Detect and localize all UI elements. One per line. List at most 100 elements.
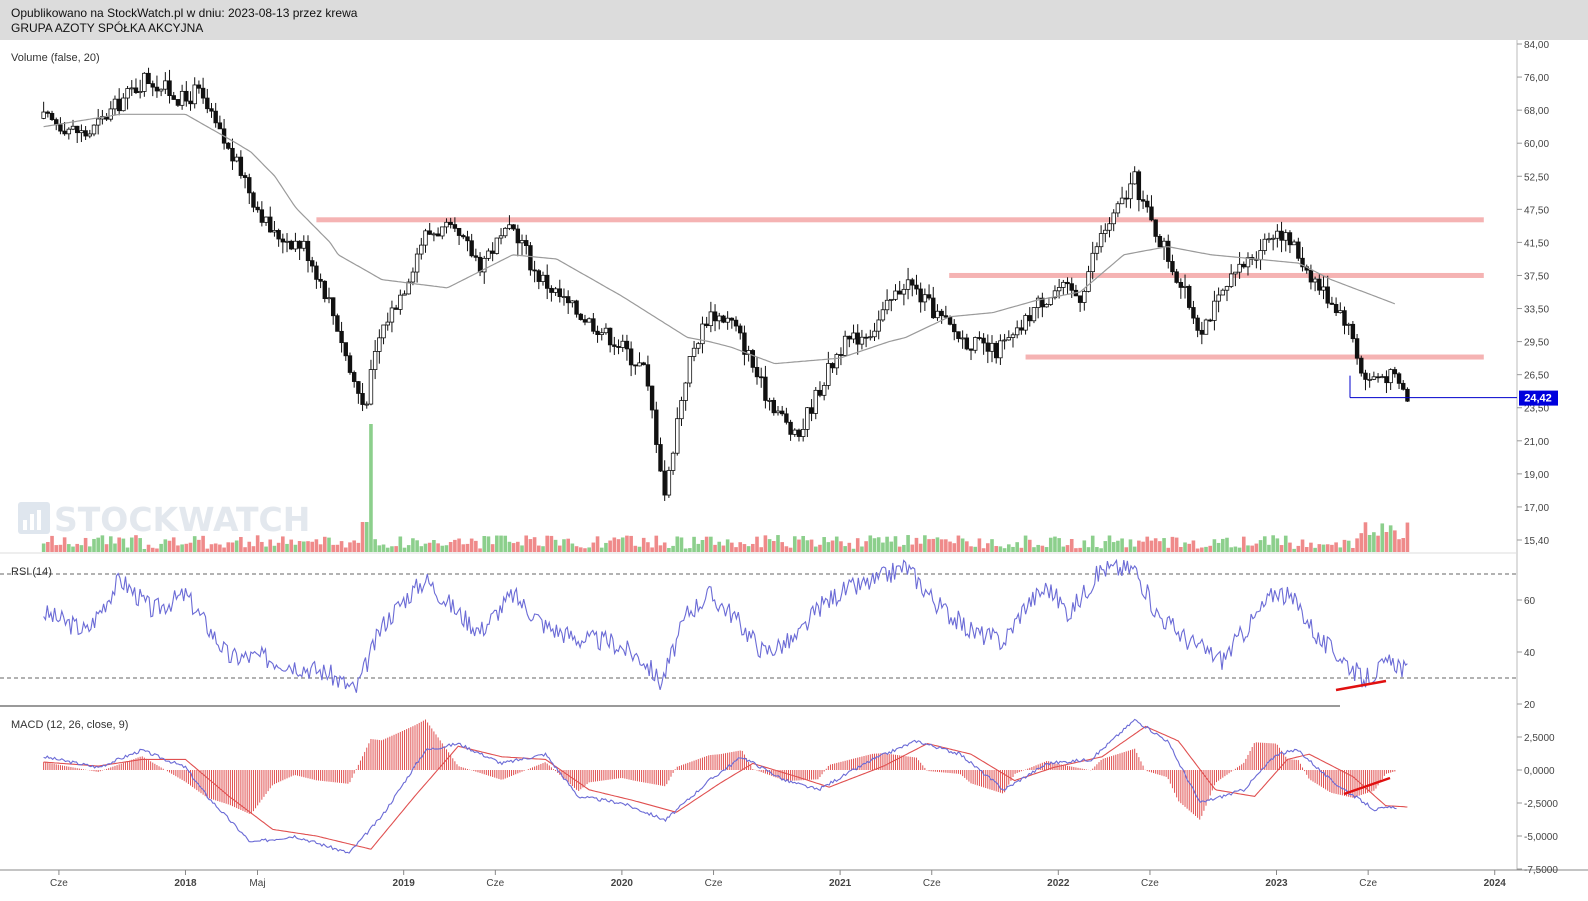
candle-body [440,226,445,237]
candlesticks [41,67,1410,501]
candle-body [1405,388,1410,402]
volume-bar [1011,546,1015,552]
candle-body [284,240,290,243]
time-tick-label: Cze [923,878,941,889]
volume-bar [633,545,638,552]
volume-bar [1359,533,1364,552]
volume-bar [847,542,852,552]
volume-bar [524,535,529,552]
candle-body [414,253,420,273]
candle-body [582,319,588,323]
candle-body [150,83,155,88]
candle-body [410,271,416,283]
macd-histogram [43,719,1396,820]
candle-body [494,237,500,254]
macd-signal-line [43,725,1408,850]
candle-body [91,124,97,135]
volume-bar [801,535,805,552]
volume-bar [1074,548,1078,552]
candle-body [179,90,185,106]
macd-panel-label: MACD (12, 26, close, 9) [11,719,128,731]
candle-body [1098,233,1104,248]
candle-body [326,297,332,300]
volume-bar [738,542,743,552]
candle-body [1132,171,1137,185]
candle-body [209,108,214,112]
candle-body [704,323,709,327]
candle-body [498,235,504,239]
volume-bar [604,542,608,552]
candle-body [167,80,172,97]
candle-body [779,410,785,415]
candle-body [847,335,852,340]
volume-bar [1237,547,1242,552]
volume-bar [860,546,864,552]
candle-body [838,354,844,356]
candle-body [826,363,831,386]
candle-body [1283,232,1288,241]
candle-body [993,342,999,359]
volume-bar [923,535,927,552]
volume-bar [566,538,570,552]
volume-bar [213,543,218,552]
volume-bar [1116,540,1120,552]
volume-bar [746,546,751,552]
candle-body [318,278,323,282]
candle-body [1233,271,1238,275]
candle-body [1014,327,1020,336]
volume-bar [1225,537,1229,552]
candle-body [1333,304,1339,314]
candle-body [872,330,877,338]
candle-body [884,299,890,311]
candle-body [230,147,235,162]
volume-bar [864,541,868,552]
candle-body [893,290,898,300]
candle-body [532,269,537,272]
volume-bar [251,546,256,552]
candle-body [1103,229,1108,234]
resistance-level-line [949,272,1484,278]
price-tick-label: 76,00 [1524,73,1549,84]
volume-bar [1065,545,1070,552]
volume-bar [1351,547,1355,552]
candle-body [540,274,546,282]
candle-body [368,369,374,405]
volume-bar [1040,545,1045,552]
candle-body [393,307,399,310]
candle-body [1199,329,1205,335]
volume-bar [1367,534,1372,552]
candle-body [293,240,298,250]
candle-body [771,399,776,414]
candle-body [1149,206,1154,221]
candle-body [624,340,630,350]
candle-body [1275,230,1280,239]
candle-body [628,348,634,366]
time-tick-label: Cze [1359,878,1377,889]
volume-bar [709,536,713,552]
volume-bar [507,541,512,552]
volume-bar [1304,547,1309,552]
candle-body [897,290,902,295]
volume-bar [67,544,71,552]
candle-body [868,336,873,339]
candle-body [1287,232,1293,246]
candle-body [1346,323,1351,326]
candle-body [565,296,571,304]
candle-body [427,230,432,235]
candle-body [1270,237,1276,240]
volume-bar [432,539,436,552]
volume-bar [226,542,231,552]
volume-bar [1393,530,1397,552]
volume-bar [839,541,843,552]
candle-body [721,315,726,323]
candle-body [301,240,307,249]
candle-body [1329,302,1335,305]
candle-body [75,125,80,134]
candle-body [251,192,256,208]
volume-bar [41,543,46,552]
volume-bar [696,543,701,552]
candle-body [507,224,512,229]
candle-body [914,284,919,290]
volume-bar [1321,544,1326,552]
volume-bar [390,546,394,552]
